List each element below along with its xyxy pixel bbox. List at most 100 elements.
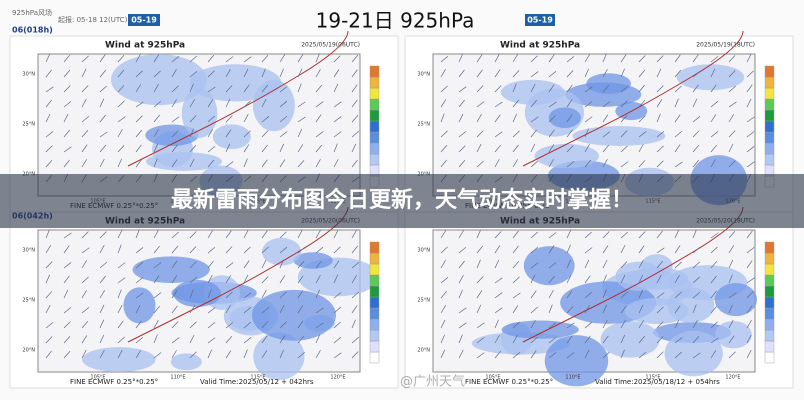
wind-barb [297,305,304,314]
wind-barb [476,322,485,329]
wind-barb [566,352,575,359]
step: 06(018h) [12,26,53,35]
wind-barb [692,144,700,153]
wind-barb [566,99,573,108]
wind-barb [279,131,288,138]
wind-barb [333,229,339,239]
wind-barb [189,231,197,239]
wind-barb [638,289,644,299]
wind-barb [225,98,231,108]
wind-barb [45,86,54,93]
wind-barb [153,143,159,153]
wind-barb [189,334,195,344]
rain-area [500,79,565,105]
wind-barb [351,84,358,93]
wind-barb [620,305,627,314]
wind-barb [225,68,231,78]
wind-barb [602,159,608,168]
colorbar-cell [764,351,775,364]
wind-barb [656,113,661,123]
wind-barb [243,56,252,63]
wind-barb [512,54,518,63]
panel-time: 2025/05/19(06UTC) [301,42,360,49]
wind-barb [63,232,72,239]
wind-barb [674,337,683,344]
wind-barb [225,350,232,359]
wind-barb [117,158,123,168]
wind-barb [476,101,485,108]
wind-barb [117,244,122,254]
wind-barb [315,114,322,123]
wind-barb [566,244,571,254]
wind-barb [584,349,590,359]
wind-barb [261,55,269,63]
wind-barb [530,160,538,168]
wind-barb [494,114,501,123]
wind-barb [99,244,105,254]
wind-barb [584,128,589,138]
wind-barb [440,260,446,269]
wind-barb [566,70,574,78]
colorbar-cell [369,274,380,287]
wind-barb [189,246,197,254]
wind-barb [225,275,231,284]
wind-barb [458,260,465,269]
wind-barb [153,305,160,314]
rain-area [676,64,745,91]
wind-barb [674,85,682,93]
wind-barb [710,144,718,153]
wind-barb [458,334,463,344]
wind-barb [692,54,699,63]
wind-barb [189,83,194,93]
wind-barb [638,274,644,284]
wind-barb [153,275,160,284]
wind-barb [440,319,446,329]
wind-barb [207,99,214,108]
wind-barb [620,161,629,168]
colorbar-cell [369,329,380,342]
colorbar-cell [369,351,380,364]
wind-barb [63,54,70,63]
wind-barb [530,231,538,239]
wind-barb [476,160,484,168]
wind-barb [494,85,502,93]
wind-barb [710,159,716,168]
wind-barb [692,247,701,254]
wind-barb [261,276,269,284]
wind-barb [620,68,625,78]
wind-barb [692,320,698,329]
wind-barb [297,275,304,284]
wind-barb [494,53,500,63]
wind-barb [548,71,557,78]
wind-barb [225,305,231,314]
wind-barb [458,86,467,93]
panel-title: Wind at 925hPa [500,41,580,51]
wind-barb [243,246,251,254]
wind-barb [297,290,304,299]
wind-barb [674,351,682,359]
panel-title: Wind at 925hPa [105,41,185,51]
wind-barb [207,159,215,168]
wind-barb [243,84,250,93]
wind-barb [63,113,69,123]
wind-barb [63,159,70,168]
wind-barb [728,319,734,329]
lat-label: 25°N [417,122,430,128]
wind-barb [117,289,122,299]
wind-barb [602,289,607,299]
wind-barb [153,114,160,123]
wind-barb [261,321,269,329]
wind-barb [243,100,251,108]
wind-barb [135,53,141,63]
wind-barb [674,261,682,269]
wind-barb [333,352,342,359]
wind-barb [333,131,342,138]
colorbar-cell [369,296,380,309]
wind-barb [476,352,485,359]
wind-barb [153,70,161,78]
wind-barb [225,143,231,153]
wind-barb [692,229,697,239]
wind-barb [674,291,682,299]
wind-barb [620,349,625,359]
wind-barb [656,145,664,153]
